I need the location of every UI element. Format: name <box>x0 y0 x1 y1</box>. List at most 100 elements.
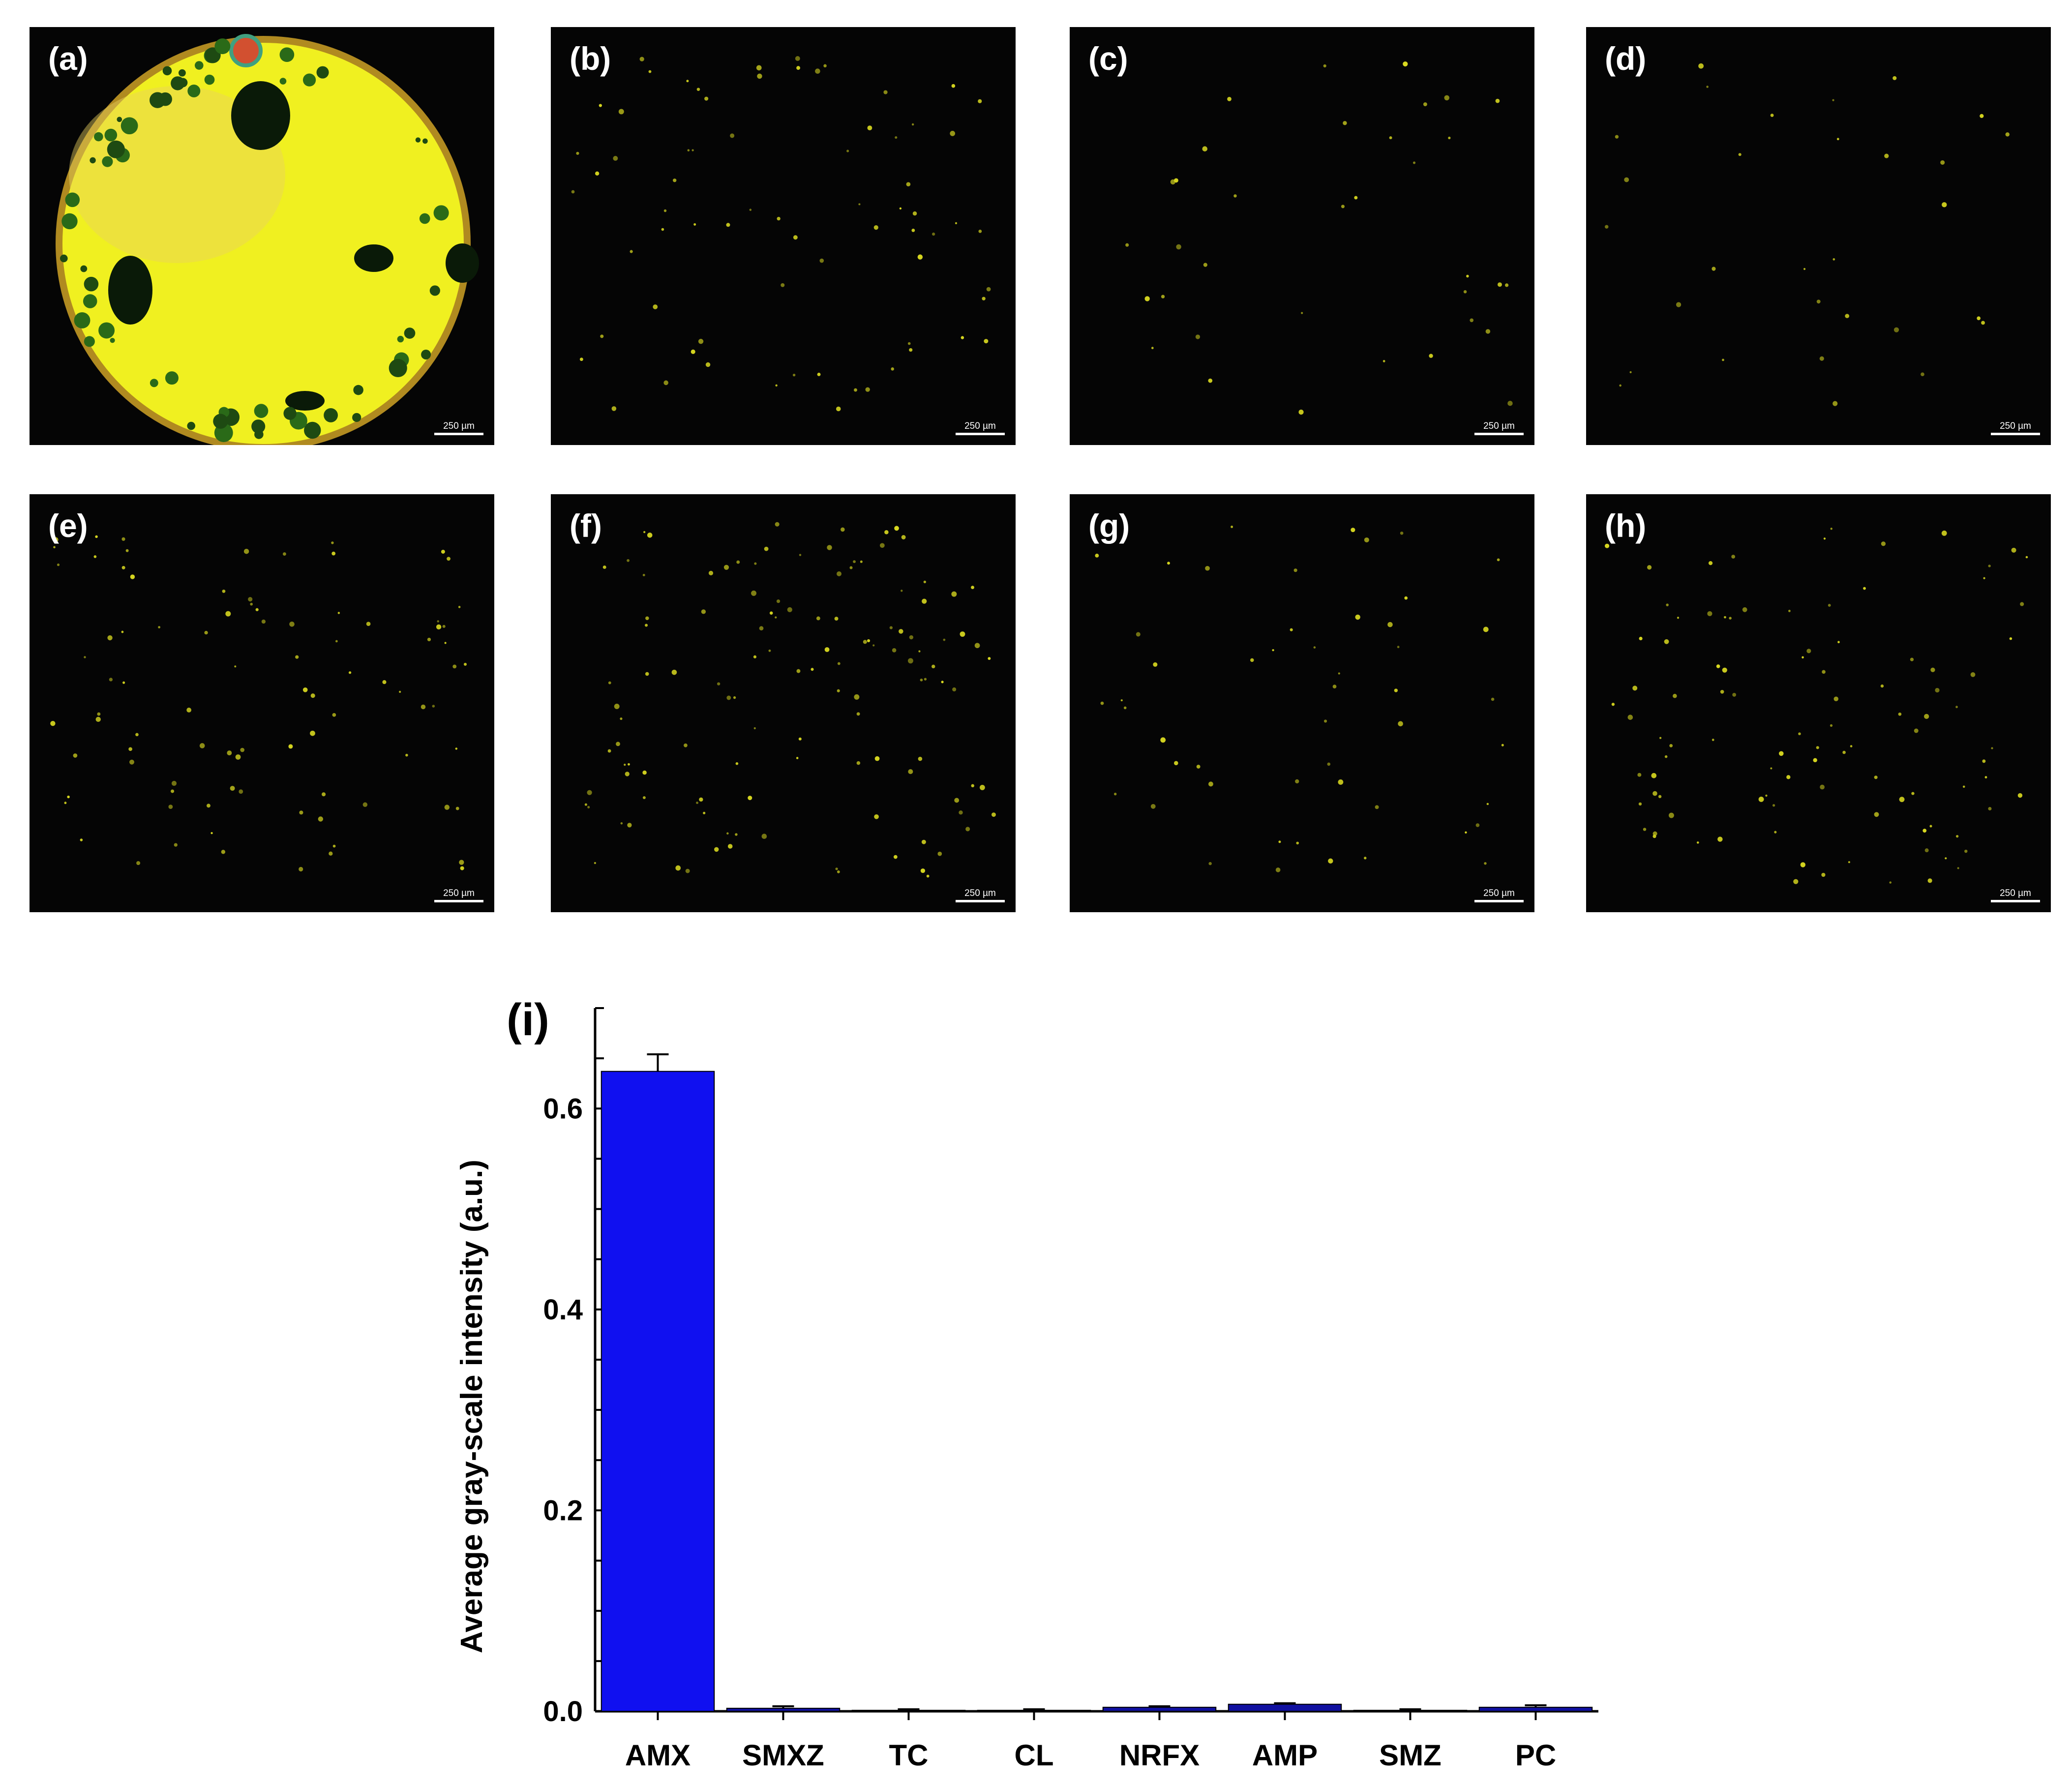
bar-amx <box>601 1071 715 1712</box>
crystal-spot <box>909 635 914 640</box>
crystal-spot <box>642 770 647 775</box>
crystal-spot <box>337 612 340 614</box>
crystal-spot <box>837 870 840 873</box>
crystal-spot <box>1798 732 1801 736</box>
crystal-spot <box>1982 759 1986 763</box>
crystal-spot <box>2009 637 2012 640</box>
crystal-spot <box>288 744 293 749</box>
crystal-spot <box>1364 537 1369 543</box>
crystal-spot <box>95 716 101 722</box>
crystal-spot <box>1837 641 1840 644</box>
edge-deposit <box>187 421 196 430</box>
crystal-spot <box>684 743 688 747</box>
crystal-spot <box>1639 636 1643 641</box>
crystal-spot <box>230 786 235 791</box>
crystal-spot <box>1338 779 1344 785</box>
crystal-spot <box>988 657 991 660</box>
crystal-spot <box>1707 611 1712 616</box>
crystal-spot <box>730 133 735 138</box>
crystal-spot <box>1293 568 1297 572</box>
crystal-spot <box>1676 302 1682 307</box>
crystal-spot <box>775 522 780 527</box>
crystal-spot <box>1930 667 1935 672</box>
crystal-spot <box>776 599 781 603</box>
crystal-spot <box>444 642 447 644</box>
crystal-spot <box>860 560 863 563</box>
crystal-spot <box>926 874 930 878</box>
crystal-spot <box>459 860 464 865</box>
crystal-spot <box>1929 825 1932 828</box>
crystal-spot <box>1313 646 1316 649</box>
crystal-spot <box>951 591 957 597</box>
crystal-spot <box>759 626 764 630</box>
crystal-spot <box>348 671 352 674</box>
x-tick-label: CL <box>1015 1739 1054 1772</box>
edge-deposit <box>102 156 113 167</box>
crystal-spot <box>764 546 769 551</box>
crystal-spot <box>835 867 838 870</box>
scale-bar: 250 µm <box>434 888 483 902</box>
crystal-spot <box>726 832 729 835</box>
edge-deposit <box>110 338 115 343</box>
edge-deposit <box>389 358 407 378</box>
crystal-spot <box>1842 750 1846 754</box>
crystal-spot <box>594 862 597 864</box>
crystal-spot <box>186 708 192 713</box>
crystal-spot <box>1301 312 1303 314</box>
crystal-spot <box>1114 793 1117 796</box>
crystal-spot <box>1295 779 1299 784</box>
crystal-spot <box>911 229 915 232</box>
crystal-spot <box>1962 785 1965 788</box>
crystal-spot <box>1924 848 1929 853</box>
crystal-spot <box>1981 321 1985 325</box>
edge-deposit <box>429 285 440 296</box>
crystal-spot <box>1977 316 1981 321</box>
crystal-spot <box>576 151 579 155</box>
crystal-spot <box>1123 706 1127 710</box>
y-tick-label: 0.2 <box>543 1494 583 1526</box>
crystal-spot <box>971 784 974 788</box>
crystal-spot <box>647 533 653 538</box>
crystal-spot <box>1351 528 1355 533</box>
crystal-spot <box>1712 739 1714 741</box>
crystal-spot <box>837 689 840 692</box>
crystal-spot <box>1892 76 1897 80</box>
crystal-spot <box>858 203 861 206</box>
crystal-spot <box>599 104 602 107</box>
crystal-spot <box>441 550 445 554</box>
crystal-spot <box>1398 721 1403 727</box>
crystal-spot <box>883 90 888 94</box>
crystal-spot <box>199 743 205 748</box>
sample-disc <box>56 36 471 445</box>
crystal-spot <box>748 796 752 801</box>
crystal-spot <box>1722 358 1724 361</box>
crystal-spot <box>1144 296 1150 301</box>
crystal-spot <box>607 749 611 753</box>
crystal-spot <box>1328 858 1333 864</box>
crystal-spot <box>661 228 664 231</box>
crystal-spot <box>1738 153 1742 156</box>
scale-bar: 250 µm <box>956 421 1005 435</box>
crystal-spot <box>901 535 906 539</box>
crystal-spot <box>1955 835 1959 838</box>
crystal-spot <box>1290 628 1293 631</box>
crystal-spot <box>1666 603 1669 606</box>
crystal-spot <box>1910 657 1914 661</box>
crystal-spot <box>941 681 944 684</box>
crystal-spot <box>1832 258 1835 261</box>
crystal-spot <box>1196 765 1201 769</box>
crystal-spot <box>1150 804 1156 809</box>
crystal-spot <box>986 287 991 292</box>
micrograph-image <box>584 522 996 878</box>
crystal-spot <box>460 866 464 870</box>
crystal-spot <box>1643 828 1647 831</box>
crystal-spot <box>796 757 799 759</box>
scale-bar-label: 250 µm <box>443 421 475 431</box>
crystal-spot <box>865 387 870 392</box>
crystal-spot <box>920 868 926 873</box>
crystal-spot <box>1389 136 1392 140</box>
crystal-spot <box>427 637 431 642</box>
crystal-spot <box>1100 701 1104 705</box>
edge-deposit <box>83 294 97 308</box>
crystal-spot <box>727 844 733 849</box>
